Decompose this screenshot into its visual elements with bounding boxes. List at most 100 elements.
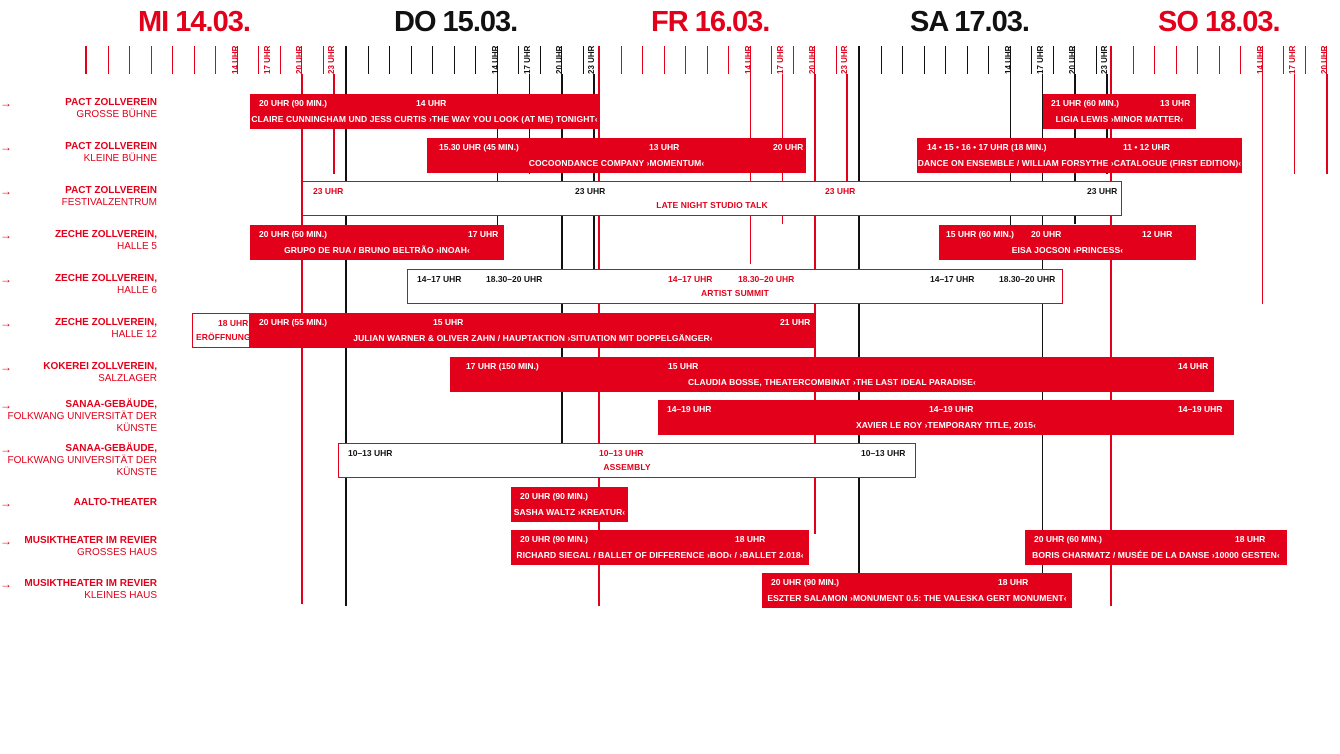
event-title: LIGIA LEWIS ›MINOR MATTER‹ xyxy=(1055,114,1184,124)
event-time: 23 UHR xyxy=(575,186,606,196)
event-block[interactable]: 20 UHR (60 MIN.) 18 UHR BORIS CHARMATZ / M… xyxy=(1025,530,1287,565)
event-time: 20 UHR (55 MIN.) xyxy=(259,317,328,327)
venue-name: PACT ZOLLVEREIN xyxy=(65,185,157,196)
schedule-line xyxy=(1041,74,1044,574)
event-title: ERÖFFNUNG xyxy=(196,332,251,342)
event-title: ASSEMBLY xyxy=(603,462,651,472)
event-title: JULIAN WARNER & OLIVER ZAHN / HAUPTAKTIO… xyxy=(353,333,713,343)
event-time: 20 UHR (50 MIN.) xyxy=(259,229,328,239)
venue-label: → MUSIKTHEATER IM REVIER KLEINES HAUS xyxy=(0,578,157,602)
hour-tick xyxy=(1240,46,1241,74)
hour-tick xyxy=(322,46,324,74)
tick-label: 14 UHR xyxy=(1255,45,1265,74)
hour-tick xyxy=(1326,46,1327,74)
hour-tick xyxy=(1052,46,1054,74)
event-title: CLAUDIA BOSSE, THEATERCOMBINAT ›THE LAST… xyxy=(688,377,976,387)
tick-label: 20 UHR xyxy=(808,45,817,74)
event-block[interactable]: 20 UHR (50 MIN.) 17 UHR GRUPO DE RUA / BRU… xyxy=(250,225,504,260)
venue-room: SALZLAGER xyxy=(98,373,157,384)
hour-tick xyxy=(642,46,643,74)
venue-label: → PACT ZOLLVEREIN FESTIVALZENTRUM xyxy=(0,185,157,209)
day-heading: FR 16.03. xyxy=(651,6,770,38)
arrow-icon: → xyxy=(0,228,12,242)
hour-tick xyxy=(582,46,584,74)
event-time: 18 UHR xyxy=(735,534,766,544)
hour-tick xyxy=(496,46,498,74)
day-heading: SA 17.03. xyxy=(910,6,1030,38)
hour-tick xyxy=(988,46,989,74)
tick-label: 14 UHR xyxy=(1003,45,1013,74)
schedule-line xyxy=(846,74,848,214)
hour-tick xyxy=(685,46,686,74)
tick-label: 20 UHR xyxy=(295,45,304,74)
event-block[interactable]: 14–19 UHR 14–19 UHR 14–19 UHR XAVIER LE ROY… xyxy=(658,400,1234,435)
hour-tick xyxy=(367,46,369,74)
event-time: 14–17 UHR xyxy=(417,274,462,284)
event-time: 12 UHR xyxy=(1142,229,1173,239)
day-boundary-line xyxy=(1110,46,1112,606)
hour-tick xyxy=(835,46,837,74)
hour-tick xyxy=(475,46,476,74)
event-time: 20 UHR (90 MIN.) xyxy=(259,98,328,108)
schedule-line xyxy=(1293,74,1296,174)
tick-label: 17 UHR xyxy=(775,45,785,74)
event-block[interactable]: 20 UHR (90 MIN.) SASHA WALTZ ›KREATUR‹ xyxy=(511,487,628,522)
venue-name: PACT ZOLLVEREIN xyxy=(65,141,157,152)
event-title: XAVIER LE ROY ›TEMPORARY TITLE, 2015‹ xyxy=(855,420,1037,430)
venue-name: PACT ZOLLVEREIN xyxy=(65,97,157,108)
venue-name: ZECHE ZOLLVEREIN, xyxy=(54,273,157,284)
tick-label: 14 UHR xyxy=(490,45,500,74)
arrow-icon: → xyxy=(0,96,12,110)
event-block[interactable]: 23 UHR 23 UHR 23 UHR 23 UHR LATE NIGHT STUDI… xyxy=(302,181,1122,216)
event-block[interactable]: 14–17 UHR 18.30–20 UHR 14–17 UHR 18.30–20 U… xyxy=(407,269,1063,304)
hour-tick xyxy=(301,46,302,74)
hour-tick xyxy=(1031,46,1032,74)
event-block[interactable]: 17 UHR (150 MIN.) 15 UHR 14 UHR CLAUDIA BOS… xyxy=(450,357,1214,392)
hour-tick xyxy=(561,46,562,74)
venue-room: KLEINE BÜHNE xyxy=(83,153,157,164)
event-time: 15 UHR xyxy=(668,361,699,371)
hour-tick xyxy=(193,46,195,74)
event-block[interactable]: 14 • 15 • 16 • 17 UHR (18 MIN.) 11 • 12 U… xyxy=(917,138,1242,173)
event-time: 18.30–20 UHR xyxy=(999,274,1056,284)
event-title: COCOONDANCE COMPANY ›MOMENTUM‹ xyxy=(528,158,705,168)
event-time: 13 UHR xyxy=(1160,98,1191,108)
event-time: 14–19 UHR xyxy=(1178,404,1223,414)
venue-room: FESTIVALZENTRUM xyxy=(61,197,157,208)
event-time: 14 • 15 • 16 • 17 UHR (18 MIN.) xyxy=(927,142,1047,152)
event-block[interactable]: 21 UHR (60 MIN.) 13 UHR LIGIA LEWIS ›MINOR… xyxy=(1043,94,1196,129)
event-time: 17 UHR (150 MIN.) xyxy=(466,361,539,371)
event-block[interactable]: 20 UHR (90 MIN.) 18 UHR ESZTER SALAMON ›MO… xyxy=(762,573,1072,608)
hour-tick xyxy=(150,46,152,74)
event-block[interactable]: 20 UHR (90 MIN.) 18 UHR RICHARD SIEGAL / B… xyxy=(511,530,809,565)
hour-tick xyxy=(966,46,968,74)
venue-label: → AALTO-THEATER xyxy=(0,497,157,509)
arrow-icon: → xyxy=(0,496,12,510)
arrow-icon: → xyxy=(0,442,12,456)
hour-tick xyxy=(1261,46,1263,74)
event-block[interactable]: 15 UHR (60 MIN.) 20 UHR 12 UHR EISA JOCSON … xyxy=(939,225,1196,260)
event-time: 15 UHR xyxy=(433,317,464,327)
event-time: 14–19 UHR xyxy=(667,404,712,414)
hour-tick xyxy=(389,46,390,74)
event-block[interactable]: 18 UHR ERÖFFNUNG xyxy=(192,313,251,348)
event-time: 23 UHR xyxy=(825,186,856,196)
hour-tick xyxy=(453,46,455,74)
venue-name: SANAA-GEBÄUDE, xyxy=(65,399,157,410)
venue-label: → SANAA-GEBÄUDE, FOLKWANG UNIVERSITÄT DER … xyxy=(0,443,157,479)
event-title: LATE NIGHT STUDIO TALK xyxy=(656,200,768,210)
hour-tick xyxy=(1283,46,1284,74)
hour-tick xyxy=(1154,46,1155,74)
event-block[interactable]: 20 UHR (55 MIN.) 15 UHR 21 UHR JULIAN WARNE… xyxy=(250,313,816,348)
event-block[interactable]: 15.30 UHR (45 MIN.) 13 UHR 20 UHR COCOONDAN… xyxy=(427,138,806,173)
event-title: ESZTER SALAMON ›MONUMENT 0.5: THE VALESK… xyxy=(767,593,1067,603)
event-time: 13 UHR xyxy=(649,142,680,152)
schedule-line xyxy=(593,74,595,274)
venue-room: GROSSE BÜHNE xyxy=(76,109,157,120)
event-block[interactable]: 10–13 UHR 10–13 UHR 10–13 UHR ASSEMBLY xyxy=(338,443,916,478)
event-block[interactable]: 20 UHR (90 MIN.) 14 UHR CLAIRE CUNNINGHAM … xyxy=(250,94,599,129)
hour-tick xyxy=(1009,46,1011,74)
tick-label: 17 UHR xyxy=(1287,45,1297,74)
venue-room: HALLE 12 xyxy=(111,329,157,340)
event-time: 18 UHR xyxy=(218,318,249,328)
